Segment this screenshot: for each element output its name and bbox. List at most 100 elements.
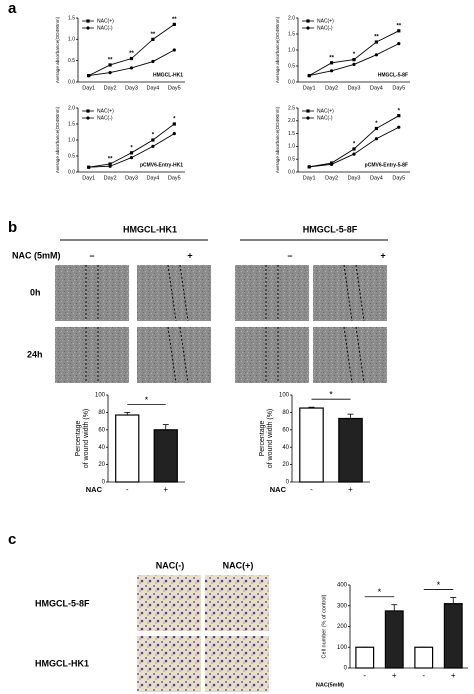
x-tick-label: Day3: [125, 85, 138, 91]
micrograph: [137, 575, 201, 631]
micrograph: [55, 327, 129, 383]
data-point: [172, 22, 176, 26]
x-tick-label: -: [363, 671, 366, 680]
significance-mark: *: [353, 142, 356, 148]
bar: [153, 429, 178, 483]
data-point: [87, 74, 91, 78]
bar: [338, 417, 363, 483]
legend-label: NAC(+): [317, 18, 334, 24]
significance-mark: **: [329, 55, 334, 61]
legend-label: NAC(+): [317, 108, 334, 114]
y-tick-label: 80: [98, 410, 105, 416]
y-tick-label: 100: [95, 393, 106, 399]
data-point: [397, 42, 401, 46]
significance-mark: *: [375, 121, 378, 127]
group-label: HMGCL-HK1: [123, 224, 177, 234]
data-point: [151, 144, 155, 148]
data-point: [151, 59, 155, 64]
data-point: [172, 122, 176, 126]
y-tick-label: 2.0: [288, 15, 295, 21]
y-tick-label: 0.5: [68, 58, 75, 64]
x-tick-label: Day2: [104, 85, 117, 91]
data-point: [374, 137, 378, 141]
data-point: [108, 162, 112, 166]
bar: [384, 610, 404, 669]
x-axis-label: NAC: [270, 485, 287, 494]
treatment-label: NAC (5mM): [12, 250, 61, 260]
group-label: HMGCL-5-8F: [303, 224, 358, 234]
significance-mark: **: [108, 58, 113, 64]
y-tick-label: 100: [337, 645, 348, 651]
x-tick-label: Day2: [325, 85, 338, 91]
data-point: [86, 109, 90, 113]
y-tick-label: 0.0: [288, 169, 295, 175]
row-label: HMGCL-HK1: [35, 658, 89, 668]
bar: [115, 414, 140, 483]
y-tick-label: 0: [286, 480, 290, 486]
data-point: [397, 29, 401, 33]
data-point: [307, 165, 311, 169]
bar: [355, 646, 375, 669]
column-label: NAC(+): [223, 560, 254, 570]
data-point: [352, 58, 356, 62]
x-tick-label: -: [422, 671, 425, 680]
micrograph: [235, 265, 309, 321]
y-tick-label: 20: [98, 462, 105, 468]
significance-mark: *: [145, 395, 149, 405]
data-point: [352, 62, 356, 66]
y-tick-label: 300: [337, 603, 348, 609]
time-label: 0h: [30, 287, 41, 297]
condition-label: +: [380, 250, 385, 260]
data-point: [352, 147, 356, 151]
y-tick-label: 60: [98, 427, 105, 433]
y-axis-label: of wound width (%): [267, 409, 274, 469]
micrograph: [313, 265, 387, 321]
y-tick-label: 80: [282, 410, 289, 416]
y-tick-label: 60: [282, 427, 289, 433]
wound-edge: [179, 326, 189, 384]
y-tick-label: 0.0: [288, 79, 295, 85]
column-label: NAC(-): [156, 560, 185, 570]
panel-label: a: [8, 0, 17, 17]
data-point: [374, 40, 378, 44]
data-point: [330, 69, 334, 73]
y-tick-label: 2.0: [68, 105, 75, 111]
x-axis-label: NAC: [86, 485, 103, 494]
chart-note: pCMV6-Entry-5-8F: [365, 162, 408, 168]
y-tick-label: 1.5: [68, 121, 75, 127]
data-point: [86, 116, 90, 120]
significance-mark: *: [152, 133, 155, 139]
significance-mark: **: [396, 23, 401, 29]
legend-label: NAC(-): [97, 25, 113, 31]
y-tick-label: 1.0: [288, 47, 295, 53]
wound-edge: [179, 264, 189, 322]
x-tick-label: Day5: [392, 85, 405, 91]
chart-note: pCMV6-Entry-HK1: [140, 162, 183, 168]
chart-note: HMGCL-HK1: [153, 72, 183, 78]
data-point: [330, 162, 334, 166]
data-point: [306, 109, 310, 113]
bar: [299, 407, 324, 483]
x-tick-label: Day4: [146, 85, 159, 91]
x-tick-label: Day3: [348, 175, 361, 181]
panel-label: c: [8, 531, 16, 548]
data-point: [87, 165, 91, 169]
y-tick-label: 1.5: [68, 15, 75, 21]
row-label: HMGCL-5-8F: [35, 598, 90, 608]
data-point: [397, 125, 401, 129]
x-tick-label: +: [348, 485, 353, 494]
x-tick-label: Day1: [82, 85, 95, 91]
x-tick-label: Day4: [370, 175, 383, 181]
data-point: [374, 126, 378, 131]
micrograph: [205, 636, 269, 692]
y-axis-label: Average absorbance(OD490nm): [55, 16, 60, 83]
x-tick-label: -: [126, 485, 129, 494]
y-tick-label: 200: [337, 624, 348, 630]
x-tick-label: Day5: [392, 175, 405, 181]
y-tick-label: 40: [282, 445, 289, 451]
y-axis-label: of wound width (%): [83, 409, 90, 469]
data-point: [307, 74, 311, 78]
data-point: [151, 37, 155, 41]
y-tick-label: 0.5: [288, 63, 295, 69]
legend-label: NAC(-): [317, 25, 333, 31]
